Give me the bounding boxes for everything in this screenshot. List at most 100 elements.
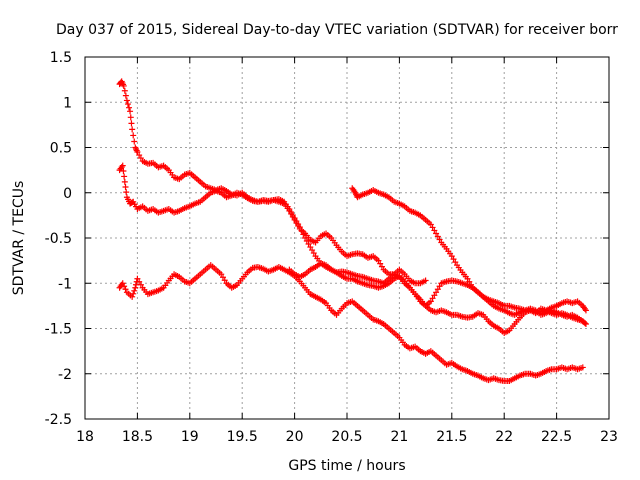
data-point [119,280,126,287]
y-tick-label: -0.5 [45,231,72,247]
data-point [305,241,312,248]
data-point [129,293,136,300]
data-point [436,283,443,290]
x-tick-label: 20.5 [331,429,362,445]
data-point [466,278,473,285]
data-point [119,162,126,169]
data-point [131,287,138,294]
data-point [434,286,441,293]
data-point [122,184,129,191]
series-arc-A [116,78,429,287]
data-point [123,189,130,196]
data-point [219,274,226,281]
data-point [124,101,131,108]
data-point [130,132,137,139]
series-arc-C [116,262,586,384]
data-point [296,224,303,231]
data-point [123,97,130,104]
data-point [307,244,314,251]
y-axis-label: SDTVAR / TECUs [11,181,27,296]
data-point [310,250,317,257]
data-point [289,212,296,219]
x-tick-label: 20 [286,429,304,445]
y-tick-label: -2 [58,367,72,383]
data-point [429,295,436,302]
data-point [121,283,128,290]
data-point [448,253,455,260]
data-point [431,227,438,234]
x-tick-label: 18 [76,429,94,445]
x-tick-label: 18.5 [122,429,153,445]
y-tick-label: 1 [63,95,72,111]
y-tick-label: -2.5 [45,412,72,428]
data-point [377,260,384,267]
data-point [132,284,139,291]
data-point [137,281,144,288]
data-point [468,281,475,288]
x-tick-label: 21.5 [436,429,467,445]
data-point [120,168,127,175]
data-point [436,236,443,243]
data-point [309,247,316,254]
data-point [288,209,295,216]
x-axis-label: GPS time / hours [288,458,405,474]
data-point [131,138,138,145]
data-point [452,259,459,266]
data-point [122,286,129,293]
y-tick-label: -1 [58,276,72,292]
x-tick-label: 19.5 [227,429,258,445]
data-point [427,298,434,305]
data-point [429,224,436,231]
data-point [298,227,305,234]
y-tick-label: -1.5 [45,322,72,338]
data-point [121,87,128,94]
data-point [293,218,300,225]
data-point [122,92,129,99]
grid-lines [85,57,609,419]
chart-title: Day 037 of 2015, Sidereal Day-to-day VTE… [56,22,618,38]
data-point [303,238,310,245]
y-tick-label: 0 [63,186,72,202]
data-points [116,78,589,384]
axis-ticks [84,56,610,420]
data-point [127,108,134,115]
data-point [286,206,293,213]
data-point [218,271,225,278]
data-point [450,256,457,263]
data-point [221,277,228,284]
data-point [427,221,434,228]
data-point [464,275,471,282]
y-tick-label: 0.5 [50,141,72,157]
data-point [121,173,128,180]
data-point [126,104,133,111]
x-tick-label: 22.5 [541,429,572,445]
series-arc-E [349,185,589,317]
data-point [136,152,143,159]
x-tick-label: 22 [495,429,513,445]
data-point [582,320,589,327]
data-point [129,126,136,133]
data-point [121,178,128,185]
data-point [295,221,302,228]
data-point [581,320,588,327]
data-point [300,231,307,238]
data-point [134,149,141,156]
series-arc-D [286,260,589,327]
x-tick-label: 23 [600,429,618,445]
x-tick-labels: 18 18.5 19 19.5 20 20.5 21 21.5 22 22.5 23 [76,429,618,445]
x-tick-label: 19 [181,429,199,445]
data-point [137,155,144,162]
data-point [579,364,586,371]
data-point [302,235,309,241]
y-tick-label: 1.5 [50,50,72,66]
data-point [422,277,429,284]
data-point [120,82,127,89]
data-point [136,278,143,285]
data-point [434,233,441,240]
x-tick-label: 21 [390,429,408,445]
data-point [433,289,440,296]
data-point [134,275,141,282]
data-point [431,292,438,299]
data-point [127,114,134,121]
